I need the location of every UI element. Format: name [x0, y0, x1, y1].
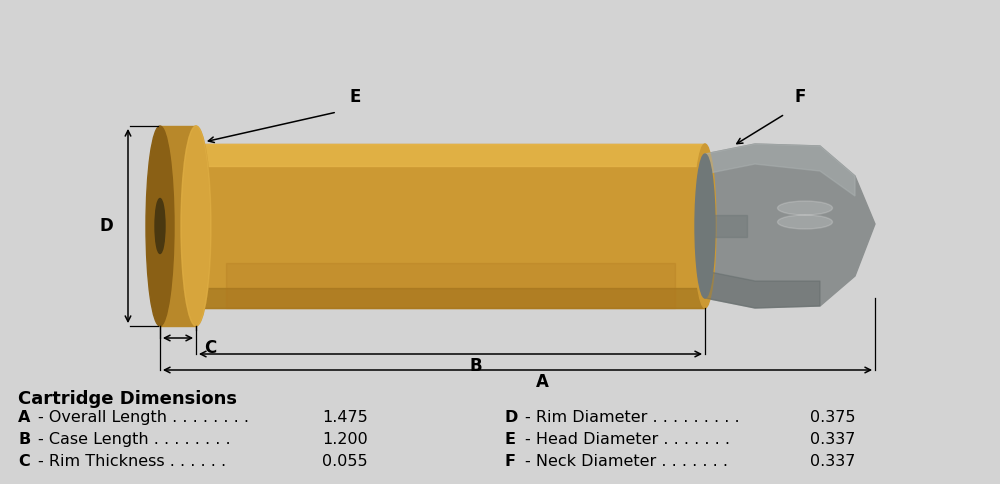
Text: - Head Diameter . . . . . . .: - Head Diameter . . . . . . . — [525, 432, 730, 447]
Text: D: D — [505, 410, 518, 425]
Text: - Rim Diameter . . . . . . . . .: - Rim Diameter . . . . . . . . . — [525, 410, 740, 425]
Text: Cartridge Dimensions: Cartridge Dimensions — [18, 390, 237, 408]
Ellipse shape — [146, 126, 174, 326]
Bar — [705, 215, 747, 237]
Polygon shape — [705, 144, 855, 196]
Text: A: A — [18, 410, 30, 425]
Ellipse shape — [694, 144, 716, 308]
Text: E: E — [505, 432, 516, 447]
Ellipse shape — [695, 154, 715, 298]
Text: - Neck Diameter . . . . . . .: - Neck Diameter . . . . . . . — [525, 454, 728, 469]
Text: - Rim Thickness . . . . . .: - Rim Thickness . . . . . . — [38, 454, 226, 469]
Text: 1.200: 1.200 — [322, 432, 368, 447]
Text: C: C — [204, 339, 216, 357]
Text: E: E — [349, 88, 361, 106]
Text: 0.055: 0.055 — [322, 454, 368, 469]
Polygon shape — [705, 271, 820, 308]
Ellipse shape — [778, 201, 833, 215]
Text: C: C — [18, 454, 30, 469]
Text: 0.337: 0.337 — [810, 432, 855, 447]
Ellipse shape — [181, 126, 211, 326]
Text: B: B — [469, 357, 482, 375]
Text: F: F — [505, 454, 516, 469]
Ellipse shape — [778, 215, 833, 229]
Text: A: A — [536, 373, 549, 391]
Bar — [196, 288, 705, 308]
Bar — [226, 263, 675, 308]
Ellipse shape — [155, 198, 165, 254]
Polygon shape — [705, 144, 875, 308]
Text: - Overall Length . . . . . . . .: - Overall Length . . . . . . . . — [38, 410, 249, 425]
Ellipse shape — [181, 126, 211, 326]
Text: - Case Length . . . . . . . .: - Case Length . . . . . . . . — [38, 432, 231, 447]
Text: F: F — [794, 88, 806, 106]
Bar — [160, 126, 196, 326]
Text: 1.475: 1.475 — [322, 410, 368, 425]
Text: B: B — [18, 432, 30, 447]
Text: 0.375: 0.375 — [810, 410, 855, 425]
Polygon shape — [196, 144, 705, 308]
Text: D: D — [99, 217, 113, 235]
Bar — [196, 144, 705, 166]
Text: 0.337: 0.337 — [810, 454, 855, 469]
